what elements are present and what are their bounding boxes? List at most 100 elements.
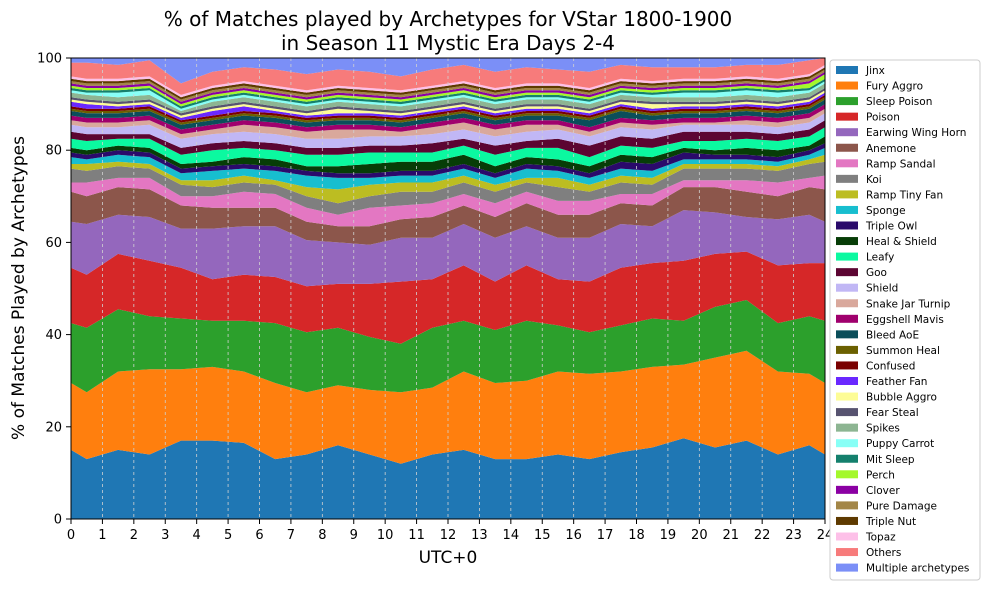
area-ramp-sandal (71, 175, 825, 227)
area-earwing-wing-horn (71, 210, 825, 287)
legend-label-leafy: Leafy (866, 252, 894, 264)
x-tick-label: 15 (534, 528, 551, 543)
area-clover (71, 71, 825, 105)
x-tick-label: 12 (440, 528, 457, 543)
legend-swatch-topaz (836, 532, 858, 541)
x-tick-label: 17 (597, 528, 614, 543)
x-tick-label: 16 (565, 528, 582, 543)
x-tick-label: 1 (98, 528, 106, 543)
legend-label-heal-shield: Heal & Shield (866, 236, 937, 248)
legend-label-sponge: Sponge (866, 205, 906, 217)
legend-label-anemone: Anemone (866, 143, 916, 155)
x-tick-label: 4 (193, 528, 201, 543)
legend-label-topaz: Topaz (865, 532, 896, 544)
area-perch (71, 74, 825, 107)
y-tick-label: 100 (37, 52, 62, 67)
legend-label-sleep-poison: Sleep Poison (866, 96, 932, 108)
legend-swatch-confused (836, 361, 858, 370)
legend-swatch-anemone (836, 143, 858, 152)
legend-swatch-puppy-carrot (836, 439, 858, 448)
legend-swatch-heal-shield (836, 237, 858, 246)
area-ramp-tiny-fan (71, 154, 825, 204)
legend-swatch-poison (836, 112, 858, 121)
x-axis-ticks: 0 1 2 3 4 5 6 7 8 9 10 11 12 13 14 15 16 17 18 19 20 21 22 23 24 (67, 519, 833, 543)
area-eggshell-mavis (71, 104, 825, 135)
legend-label-mit-sleep: Mit Sleep (866, 454, 915, 466)
legend-label-feather-fan: Feather Fan (866, 376, 927, 388)
area-shield (71, 113, 825, 148)
x-tick-label: 20 (691, 528, 708, 543)
legend-box (829, 59, 981, 581)
legend-label-koi: Koi (866, 174, 882, 186)
legend-swatch-summon-heal (836, 345, 858, 354)
y-tick-label: 80 (45, 144, 62, 159)
y-axis-label: % of Matches Played by Archetypes (9, 136, 29, 440)
x-tick-label: 21 (722, 528, 739, 543)
legend-label-goo: Goo (866, 267, 887, 279)
x-tick-label: 0 (67, 528, 75, 543)
legend-swatch-fury-aggro (836, 81, 858, 90)
area-bubble-aggro (71, 90, 825, 118)
area-triple-nut (71, 67, 825, 100)
legend-swatch-perch (836, 470, 858, 479)
x-tick-label: 14 (503, 528, 520, 543)
y-tick-label: 0 (54, 513, 62, 528)
legend: Jinx Fury Aggro Sleep Poison Poison Earwing … (829, 59, 981, 581)
area-bleed-aoe (71, 99, 825, 130)
legend-label-others: Others (866, 547, 901, 559)
legend-label-eggshell-mavis: Eggshell Mavis (866, 314, 944, 326)
y-tick-label: 60 (45, 236, 62, 251)
y-tick-label: 20 (45, 420, 62, 435)
legend-swatch-shield (836, 283, 858, 292)
legend-label-confused: Confused (866, 360, 915, 372)
legend-swatch-ramp-tiny-fan (836, 190, 858, 199)
legend-swatch-jinx (836, 66, 858, 74)
chart-title-line-2: in Season 11 Mystic Era Days 2-4 (281, 31, 615, 55)
legend-label-triple-nut: Triple Nut (865, 516, 916, 528)
legend-swatch-snake-jar-turnip (836, 299, 858, 308)
area-spikes (71, 83, 825, 114)
legend-swatch-triple-nut (836, 516, 858, 525)
x-tick-label: 13 (471, 528, 488, 543)
x-tick-label: 8 (318, 528, 326, 543)
legend-label-snake-jar-turnip: Snake Jar Turnip (866, 298, 951, 310)
area-heal-shield (71, 136, 825, 174)
legend-swatch-bubble-aggro (836, 392, 858, 401)
x-tick-label: 3 (161, 528, 169, 543)
legend-swatch-koi (836, 174, 858, 183)
legend-swatch-others (836, 548, 858, 557)
legend-label-poison: Poison (866, 112, 900, 124)
legend-label-jinx: Jinx (865, 65, 885, 77)
x-tick-label: 7 (287, 528, 295, 543)
legend-swatch-triple-owl (836, 221, 858, 230)
legend-swatch-fear-steal (836, 408, 858, 417)
legend-label-bubble-aggro: Bubble Aggro (866, 392, 937, 404)
legend-swatch-clover (836, 485, 858, 494)
legend-label-fear-steal: Fear Steal (866, 407, 919, 419)
x-tick-label: 22 (754, 528, 771, 543)
legend-swatch-multiple-archetypes (836, 563, 858, 572)
legend-label-clover: Clover (866, 485, 900, 497)
legend-label-ramp-tiny-fan: Ramp Tiny Fan (866, 189, 943, 201)
y-tick-label: 40 (45, 328, 62, 343)
x-tick-label: 6 (255, 528, 263, 543)
legend-swatch-ramp-sandal (836, 159, 858, 168)
legend-label-summon-heal: Summon Heal (866, 345, 940, 357)
area-goo (71, 120, 825, 158)
legend-label-spikes: Spikes (866, 423, 900, 435)
x-tick-label: 24 (817, 528, 834, 543)
chart-title-line-1: % of Matches played by Archetypes for VS… (164, 7, 733, 31)
legend-swatch-feather-fan (836, 377, 858, 385)
y-axis-ticks: 0 20 40 60 80 100 (37, 52, 71, 528)
legend-swatch-sleep-poison (836, 97, 858, 106)
legend-swatch-leafy (836, 252, 858, 261)
x-tick-label: 19 (660, 528, 677, 543)
legend-label-ramp-sandal: Ramp Sandal (866, 158, 936, 170)
legend-swatch-pure-damage (836, 501, 858, 510)
legend-label-triple-owl: Triple Owl (865, 221, 917, 233)
legend-label-perch: Perch (866, 469, 895, 481)
legend-swatch-bleed-aoe (836, 330, 858, 339)
legend-swatch-sponge (836, 205, 858, 214)
area-topaz (71, 64, 825, 98)
